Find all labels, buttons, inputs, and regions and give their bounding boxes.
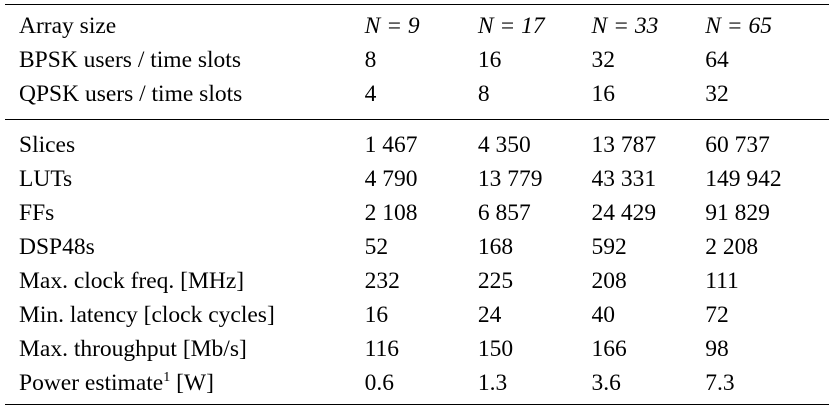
table-cell: 0.6 xyxy=(364,370,395,396)
table-row-array-size: Array size N = 9 N = 17 N = 33 N = 65 xyxy=(5,4,829,44)
table-row-ffs: FFs 2 108 6 857 24 429 91 829 xyxy=(5,196,829,230)
table-cell: 16 xyxy=(591,81,616,107)
row-label: Max. clock freq. [MHz] xyxy=(19,268,245,294)
row-label-text: Power estimate xyxy=(19,370,164,396)
table-row-throughput: Max. throughput [Mb/s] 116 150 166 98 xyxy=(5,332,829,366)
table-cell: 150 xyxy=(477,336,514,362)
table-cell: 4 xyxy=(364,81,377,107)
table-cell: 149 942 xyxy=(705,166,782,192)
array-size-cell: N = 17 xyxy=(477,13,545,39)
table-cell: 24 429 xyxy=(591,200,657,226)
table-cell: 24 xyxy=(477,302,502,328)
table-cell: 40 xyxy=(591,302,616,328)
table-cell: 592 xyxy=(591,234,627,260)
table-cell: 4 350 xyxy=(477,132,531,158)
table-cell: 111 xyxy=(705,268,739,294)
row-label: QPSK users / time slots xyxy=(19,81,243,107)
array-size-cell: N = 9 xyxy=(364,13,420,39)
table-cell: 8 xyxy=(364,47,377,73)
table-cell: 32 xyxy=(705,81,729,107)
table-row-luts: LUTs 4 790 13 779 43 331 149 942 xyxy=(5,162,829,196)
table-cell: 225 xyxy=(477,268,514,294)
table-cell: 1.3 xyxy=(477,370,508,396)
table-cell: 16 xyxy=(364,302,389,328)
row-label: Min. latency [clock cycles] xyxy=(19,302,275,328)
fpga-resource-table: Array size N = 9 N = 17 N = 33 N = 65 BP… xyxy=(5,4,829,405)
table-cell: 2 108 xyxy=(364,200,418,226)
row-label: LUTs xyxy=(19,166,73,192)
row-label-unit: [W] xyxy=(170,370,214,396)
row-label: Power estimate1 [W] xyxy=(5,366,365,405)
table-cell: 13 779 xyxy=(477,166,543,192)
table-row-dsp48s: DSP48s 52 168 592 2 208 xyxy=(5,230,829,264)
table-cell: 2 208 xyxy=(705,234,759,260)
table-row-latency: Min. latency [clock cycles] 16 24 40 72 xyxy=(5,298,829,332)
table-cell: 232 xyxy=(364,268,400,294)
table-cell: 72 xyxy=(705,302,729,328)
table-cell: 1 467 xyxy=(364,132,418,158)
table-cell: 6 857 xyxy=(477,200,531,226)
table-cell: 52 xyxy=(364,234,389,260)
row-label: BPSK users / time slots xyxy=(19,47,241,73)
table-row-slices: Slices 1 467 4 350 13 787 60 737 xyxy=(5,119,829,163)
table-cell: 91 829 xyxy=(705,200,770,226)
table-row-qpsk: QPSK users / time slots 4 8 16 32 xyxy=(5,77,829,120)
row-label: FFs xyxy=(19,200,55,226)
table-cell: 208 xyxy=(591,268,627,294)
table-row-clock-freq: Max. clock freq. [MHz] 232 225 208 111 xyxy=(5,264,829,298)
table-cell: 168 xyxy=(477,234,514,260)
footnote-marker: 1 xyxy=(163,370,171,385)
row-label: Slices xyxy=(19,132,76,158)
table-cell: 3.6 xyxy=(591,370,621,396)
table-cell: 4 790 xyxy=(364,166,418,192)
table-cell: 7.3 xyxy=(705,370,735,396)
row-label: DSP48s xyxy=(19,234,95,260)
table-cell: 98 xyxy=(705,336,729,362)
table-cell: 32 xyxy=(591,47,616,73)
row-label: Array size xyxy=(19,13,117,39)
table-row-bpsk: BPSK users / time slots 8 16 32 64 xyxy=(5,43,829,77)
table-row-power: Power estimate1 [W] 0.6 1.3 3.6 7.3 xyxy=(5,366,829,405)
table-cell: 60 737 xyxy=(705,132,770,158)
array-size-cell: N = 65 xyxy=(705,13,773,39)
table-cell: 116 xyxy=(364,336,400,362)
table-cell: 8 xyxy=(477,81,490,107)
table-cell: 166 xyxy=(591,336,627,362)
table-cell: 16 xyxy=(477,47,502,73)
array-size-cell: N = 33 xyxy=(591,13,659,39)
table-cell: 64 xyxy=(705,47,729,73)
table-cell: 13 787 xyxy=(591,132,657,158)
row-label: Max. throughput [Mb/s] xyxy=(19,336,247,362)
table-cell: 43 331 xyxy=(591,166,657,192)
